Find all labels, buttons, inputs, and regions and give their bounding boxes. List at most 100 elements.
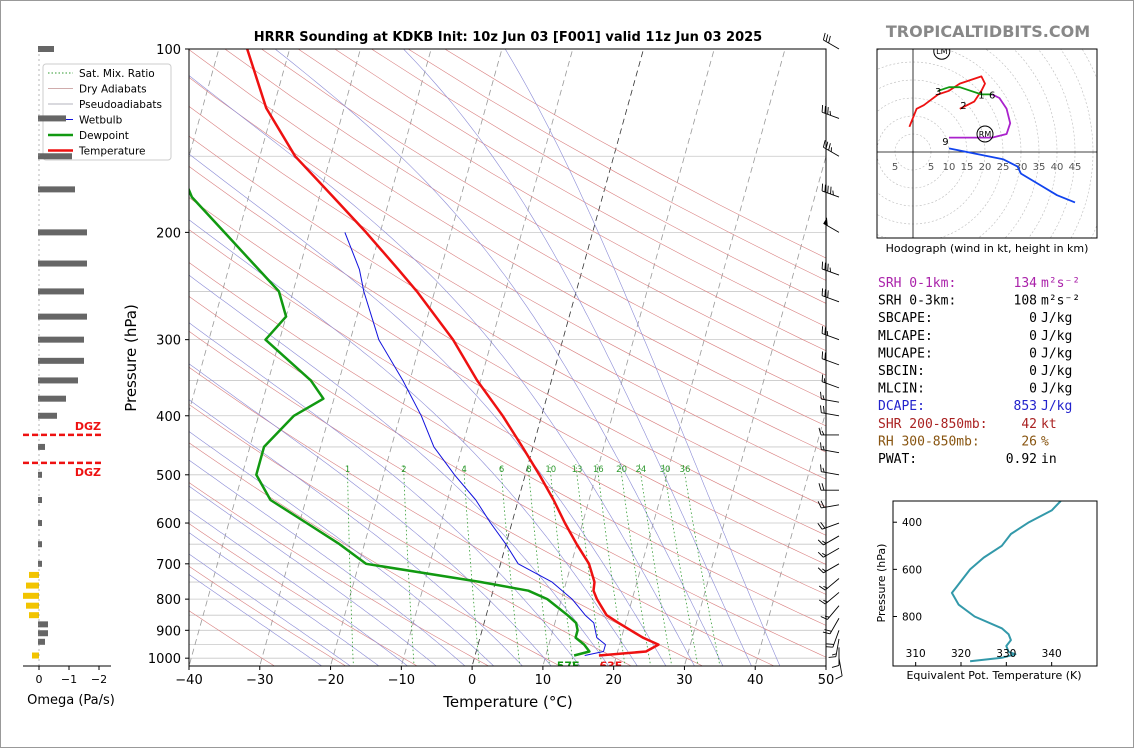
y-tick-label: 100: [156, 43, 181, 58]
barb-feather: [824, 378, 825, 382]
barb-feather: [825, 289, 826, 296]
index-value: 134: [1014, 276, 1038, 291]
omega-bar: [38, 621, 48, 627]
hodograph-ring-label: 35: [1033, 162, 1046, 173]
omega-bar: [38, 396, 66, 402]
omega-bar: [38, 153, 72, 159]
index-label: MUCAPE:: [878, 346, 933, 361]
wind-barb: [822, 105, 839, 118]
hodograph-ring-label: 45: [1069, 162, 1082, 173]
wind-barb: [823, 618, 839, 634]
hodograph-height-label: 2: [960, 101, 966, 112]
omega-bar: [38, 46, 54, 52]
index-label: SBCAPE:: [878, 311, 933, 326]
omega-bar: [38, 288, 84, 294]
wind-barb: [818, 564, 839, 573]
barb-feather: [822, 483, 824, 490]
barb-feather: [818, 552, 823, 557]
x-tick-label: −20: [317, 673, 344, 688]
isotherm: [538, 21, 722, 683]
theta-e-x-tick-label: 310: [906, 648, 926, 660]
isotherm: [609, 21, 793, 683]
omega-bar: [38, 337, 84, 343]
omega-bar: [38, 630, 48, 636]
barb-feather: [826, 34, 828, 41]
barb-feather: [823, 586, 827, 588]
index-value: 42: [1021, 417, 1037, 432]
barb-feather: [822, 105, 823, 112]
barb-feather: [828, 264, 829, 271]
chart-title: HRRR Sounding at KDKB Init: 10z Jun 03 […: [254, 30, 762, 45]
hodograph-ring-label: 40: [1051, 162, 1064, 173]
barb-feather: [823, 140, 825, 147]
series-temperature: [247, 49, 658, 656]
hodograph-ring-label: 20: [979, 162, 992, 173]
index-unit: J/kg: [1041, 364, 1072, 379]
omega-bar: [38, 377, 78, 383]
barb-feather: [830, 111, 831, 115]
barb-feather: [821, 442, 822, 449]
index-label: RH 300-850mb:: [878, 434, 980, 449]
barb-feather: [829, 657, 836, 658]
y-tick-label: 700: [156, 558, 181, 573]
barb-feather: [825, 263, 826, 270]
index-value: 0: [1029, 311, 1037, 326]
barb-feather: [822, 262, 823, 269]
wind-barb: [829, 639, 839, 657]
omega-ticks: 0−1−2: [36, 666, 108, 686]
index-label: PWAT:: [878, 452, 917, 467]
x-tick-label: 0: [468, 673, 476, 688]
y-tick-label: 900: [156, 624, 181, 639]
mixing-ratio-label: 1: [345, 465, 350, 475]
hodograph-0-3km: [909, 76, 985, 126]
barb-feather: [822, 326, 823, 333]
barb-feather: [822, 288, 823, 295]
wind-barb: [818, 548, 839, 557]
theta-e-x-tick-label: 340: [1042, 648, 1062, 660]
barb-feather: [822, 374, 823, 381]
hodograph-ring-label: 25: [997, 162, 1010, 173]
pseudoadiabat: [1, 118, 527, 671]
index-unit: kt: [1041, 417, 1057, 432]
omega-tick-label: −2: [91, 673, 107, 686]
mixing-ratio-label: 6: [499, 465, 504, 475]
mixing-ratio-label: 4: [461, 465, 466, 475]
index-label: SBCIN:: [878, 364, 925, 379]
theta-e-x-tick-label: 320: [951, 648, 971, 660]
omega-bar: [38, 497, 42, 503]
barb-feather: [822, 184, 823, 191]
index-value: 853: [1014, 399, 1037, 414]
hodograph-ring-label: 5: [892, 162, 898, 173]
barb-feather: [828, 107, 829, 114]
barb-feather: [823, 33, 825, 40]
theta-e-x-tick-label: 330: [996, 648, 1016, 660]
dry-adiabat: [225, 49, 1134, 683]
wind-barb: [822, 351, 839, 364]
y-tick-label: 300: [156, 334, 181, 349]
wind-barb: [822, 326, 839, 339]
barb-feather: [836, 676, 843, 679]
omega-bar: [23, 593, 39, 599]
hodograph-9-12km: [949, 148, 1075, 202]
omega-label: Omega (Pa/s): [27, 693, 115, 708]
wind-barb: [819, 592, 839, 604]
legend-label: Wetbulb: [79, 115, 123, 127]
mixing-ratio-line: [683, 464, 721, 671]
mixing-ratio-line: [528, 464, 550, 671]
omega-bar: [38, 413, 57, 419]
barb-feather: [822, 553, 826, 555]
legend-label: Temperature: [78, 146, 146, 158]
theta-e-xlabel: Equivalent Pot. Temperature (K): [906, 669, 1081, 682]
x-tick-label: −40: [175, 673, 202, 688]
isotherm: [680, 21, 864, 683]
barb-feather: [827, 644, 834, 645]
wind-barb: [822, 262, 839, 275]
wind-barb: [821, 606, 839, 620]
